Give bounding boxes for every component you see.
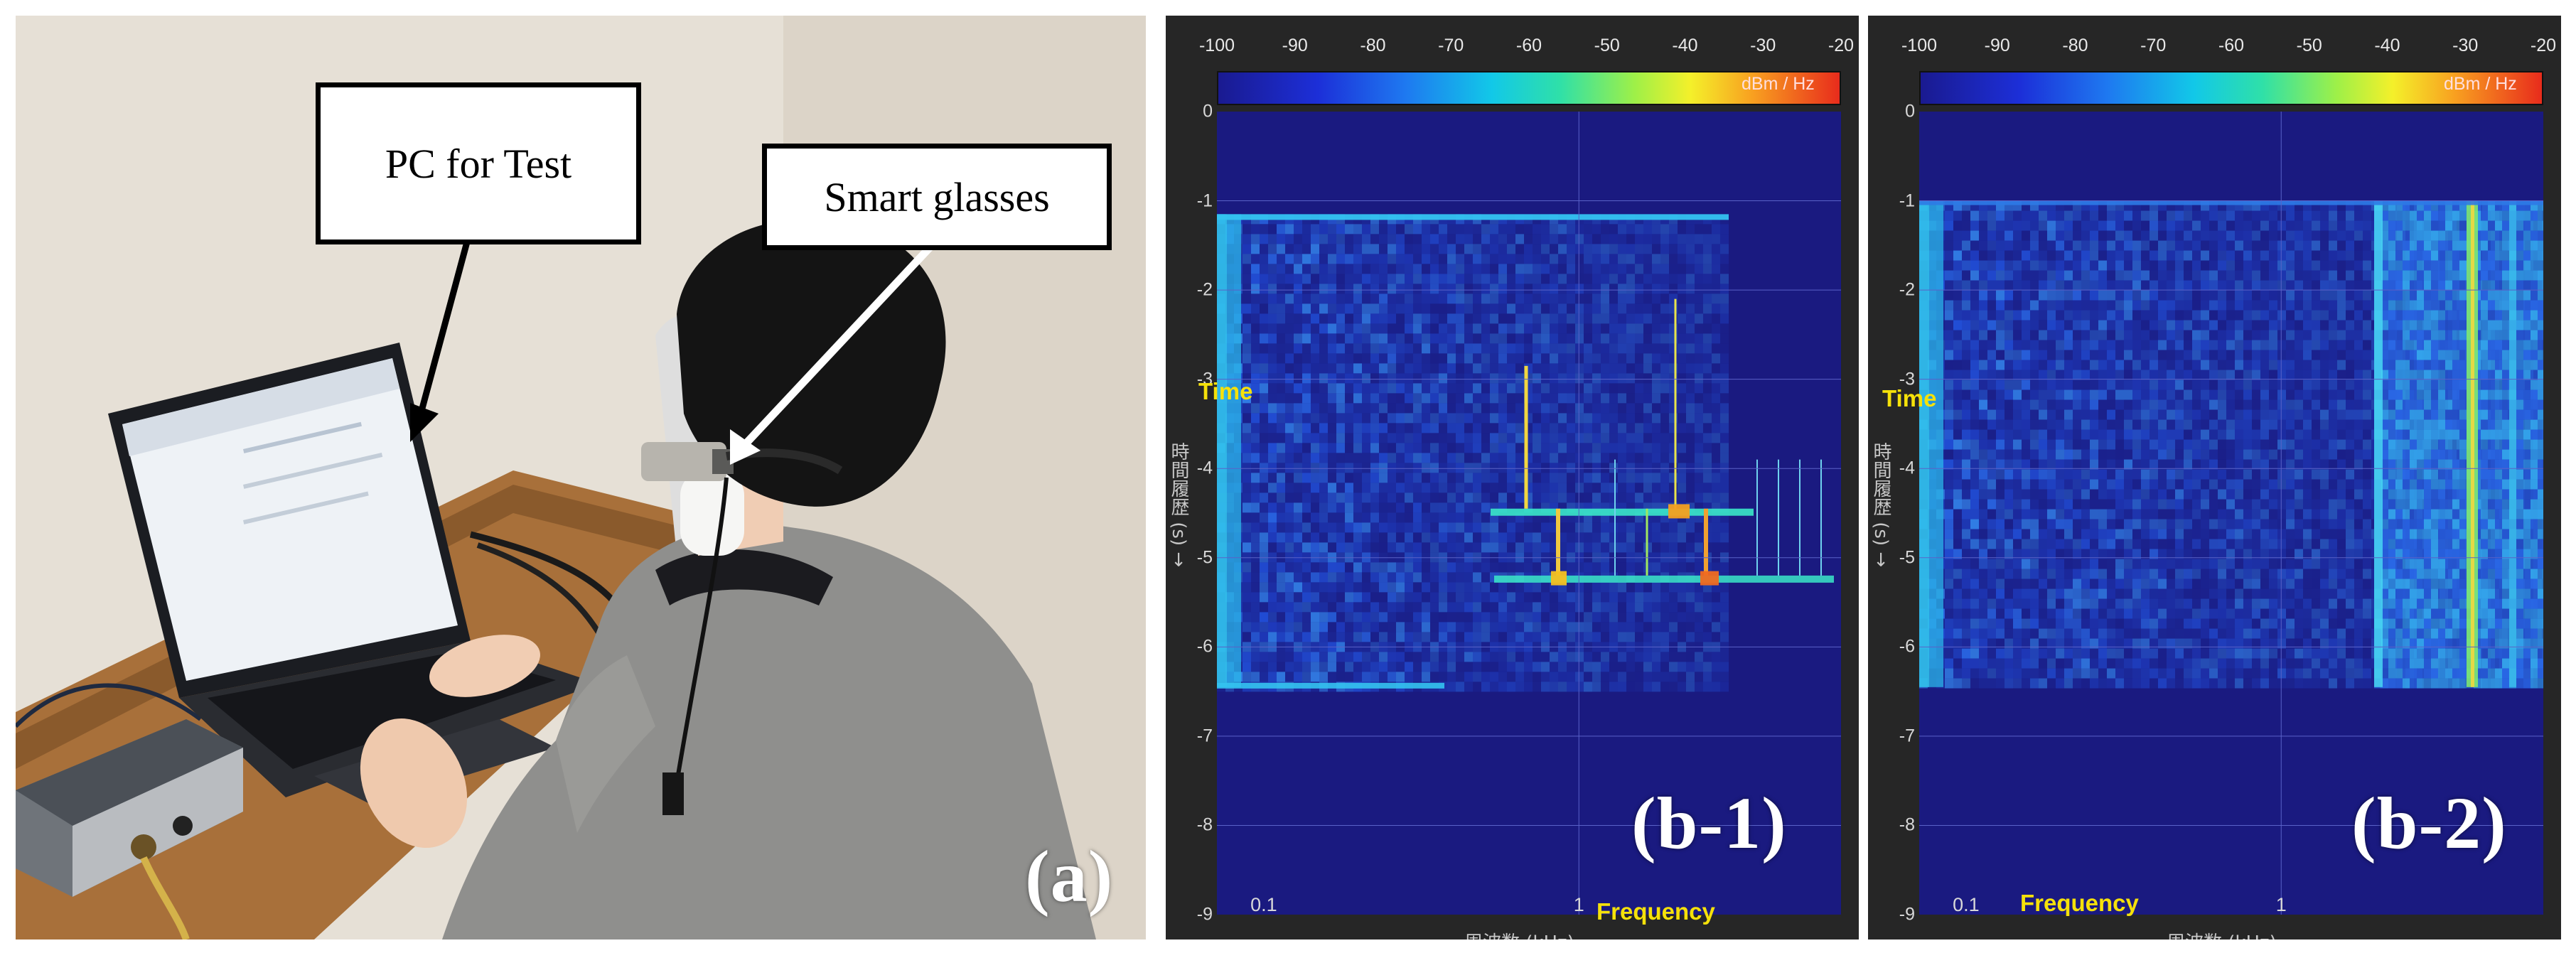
y-axis-label: 時間履歴 (s) →	[1870, 442, 1891, 568]
y-tick-label: -3	[1899, 369, 1915, 389]
x-tick-label: 1	[2275, 894, 2287, 915]
spectrogram-plot	[1217, 112, 1841, 915]
laptop	[108, 343, 599, 804]
person-sweater	[442, 524, 1096, 939]
spectrogram-image	[1919, 112, 2550, 915]
colorbar-tick-label: -20	[2530, 36, 2557, 55]
colorbar	[1919, 71, 2543, 105]
colorbar-tick-label: -50	[2296, 36, 2322, 55]
y-tick-label: -6	[1899, 636, 1915, 657]
y-tick-label: -2	[1899, 279, 1915, 300]
y-tick-label: -4	[1899, 458, 1915, 478]
spectrogram-panel-b1: dBm / Hz -100 -90 -80 -70 -60 -50 -40 -30 -20 0 -…	[1166, 16, 1859, 939]
colorbar-unit: dBm / Hz	[2444, 74, 2517, 94]
y-tick-label: 0	[1203, 101, 1213, 122]
y-tick-label: -8	[1899, 814, 1915, 835]
glasses-pointer-line	[737, 219, 957, 452]
y-axis-label: 時間履歴 (s) →	[1168, 442, 1189, 568]
y-tick-label: -7	[1899, 726, 1915, 746]
y-tick-label: -5	[1899, 547, 1915, 568]
y-tick-label: -8	[1196, 814, 1213, 835]
spectrogram-panel-b2: dBm / Hz -100 -90 -80 -70 -60 -50 -40 -30 -20 0 -…	[1868, 16, 2561, 939]
colorbar-tick-label: -60	[2218, 36, 2245, 55]
colorbar-tick-label: -70	[1438, 36, 1464, 55]
colorbar-tick-label: -80	[1360, 36, 1386, 55]
colorbar	[1217, 71, 1841, 105]
colorbar-tick-label: -30	[1750, 36, 1776, 55]
pc-callout-text: PC for Test	[385, 140, 572, 187]
x-axis-label: 周波数 (kHz)	[1464, 928, 1574, 939]
photo-panel: PC for Test Smart glasses (a)	[16, 16, 1146, 939]
frequency-label: Frequency	[2020, 890, 2139, 916]
colorbar-tick-label: -20	[1828, 36, 1855, 55]
x-tick-label: 0.1	[1953, 894, 1980, 915]
time-label: Time	[1882, 385, 1937, 411]
pc-pointer-line	[417, 227, 474, 415]
colorbar-tick-label: -90	[1282, 36, 1308, 55]
left-hand	[360, 718, 468, 849]
y-tick-label: -9	[1196, 904, 1213, 925]
colorbar-tick-label: -50	[1594, 36, 1620, 55]
y-tick-label: -1	[1196, 190, 1213, 211]
y-tick-label: -1	[1899, 190, 1915, 211]
colorbar-tick-label: -60	[1515, 36, 1542, 55]
panel-letter-a: (a)	[1025, 836, 1114, 917]
colorbar-tick-label: -40	[2374, 36, 2400, 55]
x-axis-label: 周波数 (kHz)	[2167, 928, 2277, 939]
colorbar-tick-label: -80	[2062, 36, 2088, 55]
x-tick-label: 0.1	[1250, 894, 1277, 915]
glasses-callout: Smart glasses	[762, 144, 1112, 250]
colorbar-tick-label: -30	[2452, 36, 2479, 55]
y-tick-label: -5	[1196, 547, 1213, 568]
panel-letter-b1: (b-1)	[1631, 782, 1787, 864]
right-hand	[429, 635, 540, 697]
y-tick-label: -3	[1196, 369, 1213, 389]
frequency-label: Frequency	[1596, 898, 1715, 925]
y-tick-label: -2	[1196, 279, 1213, 300]
colorbar-tick-label: -100	[1198, 36, 1235, 55]
hair	[677, 219, 946, 507]
time-label: Time	[1198, 378, 1253, 404]
y-tick-label: 0	[1905, 101, 1915, 122]
x-tick-label: 1	[1573, 894, 1584, 915]
y-tick-label: -9	[1899, 904, 1915, 925]
spectrogram-plot	[1919, 112, 2550, 915]
y-tick-label: -4	[1196, 458, 1213, 478]
colorbar-tick-label: -100	[1901, 36, 1938, 55]
colorbar-tick-label: -90	[1984, 36, 2010, 55]
colorbar-tick-label: -70	[2140, 36, 2167, 55]
audio-interface	[16, 719, 243, 939]
y-tick-label: -6	[1196, 636, 1213, 657]
glasses-callout-text: Smart glasses	[824, 173, 1050, 220]
panel-letter-b2: (b-2)	[2351, 782, 2507, 864]
y-tick-label: -7	[1196, 726, 1213, 746]
pc-callout: PC for Test	[316, 82, 641, 244]
face-mask	[680, 470, 744, 556]
colorbar-unit: dBm / Hz	[1742, 74, 1815, 94]
colorbar-tick-label: -40	[1672, 36, 1698, 55]
spectrogram-image	[1217, 112, 1841, 915]
